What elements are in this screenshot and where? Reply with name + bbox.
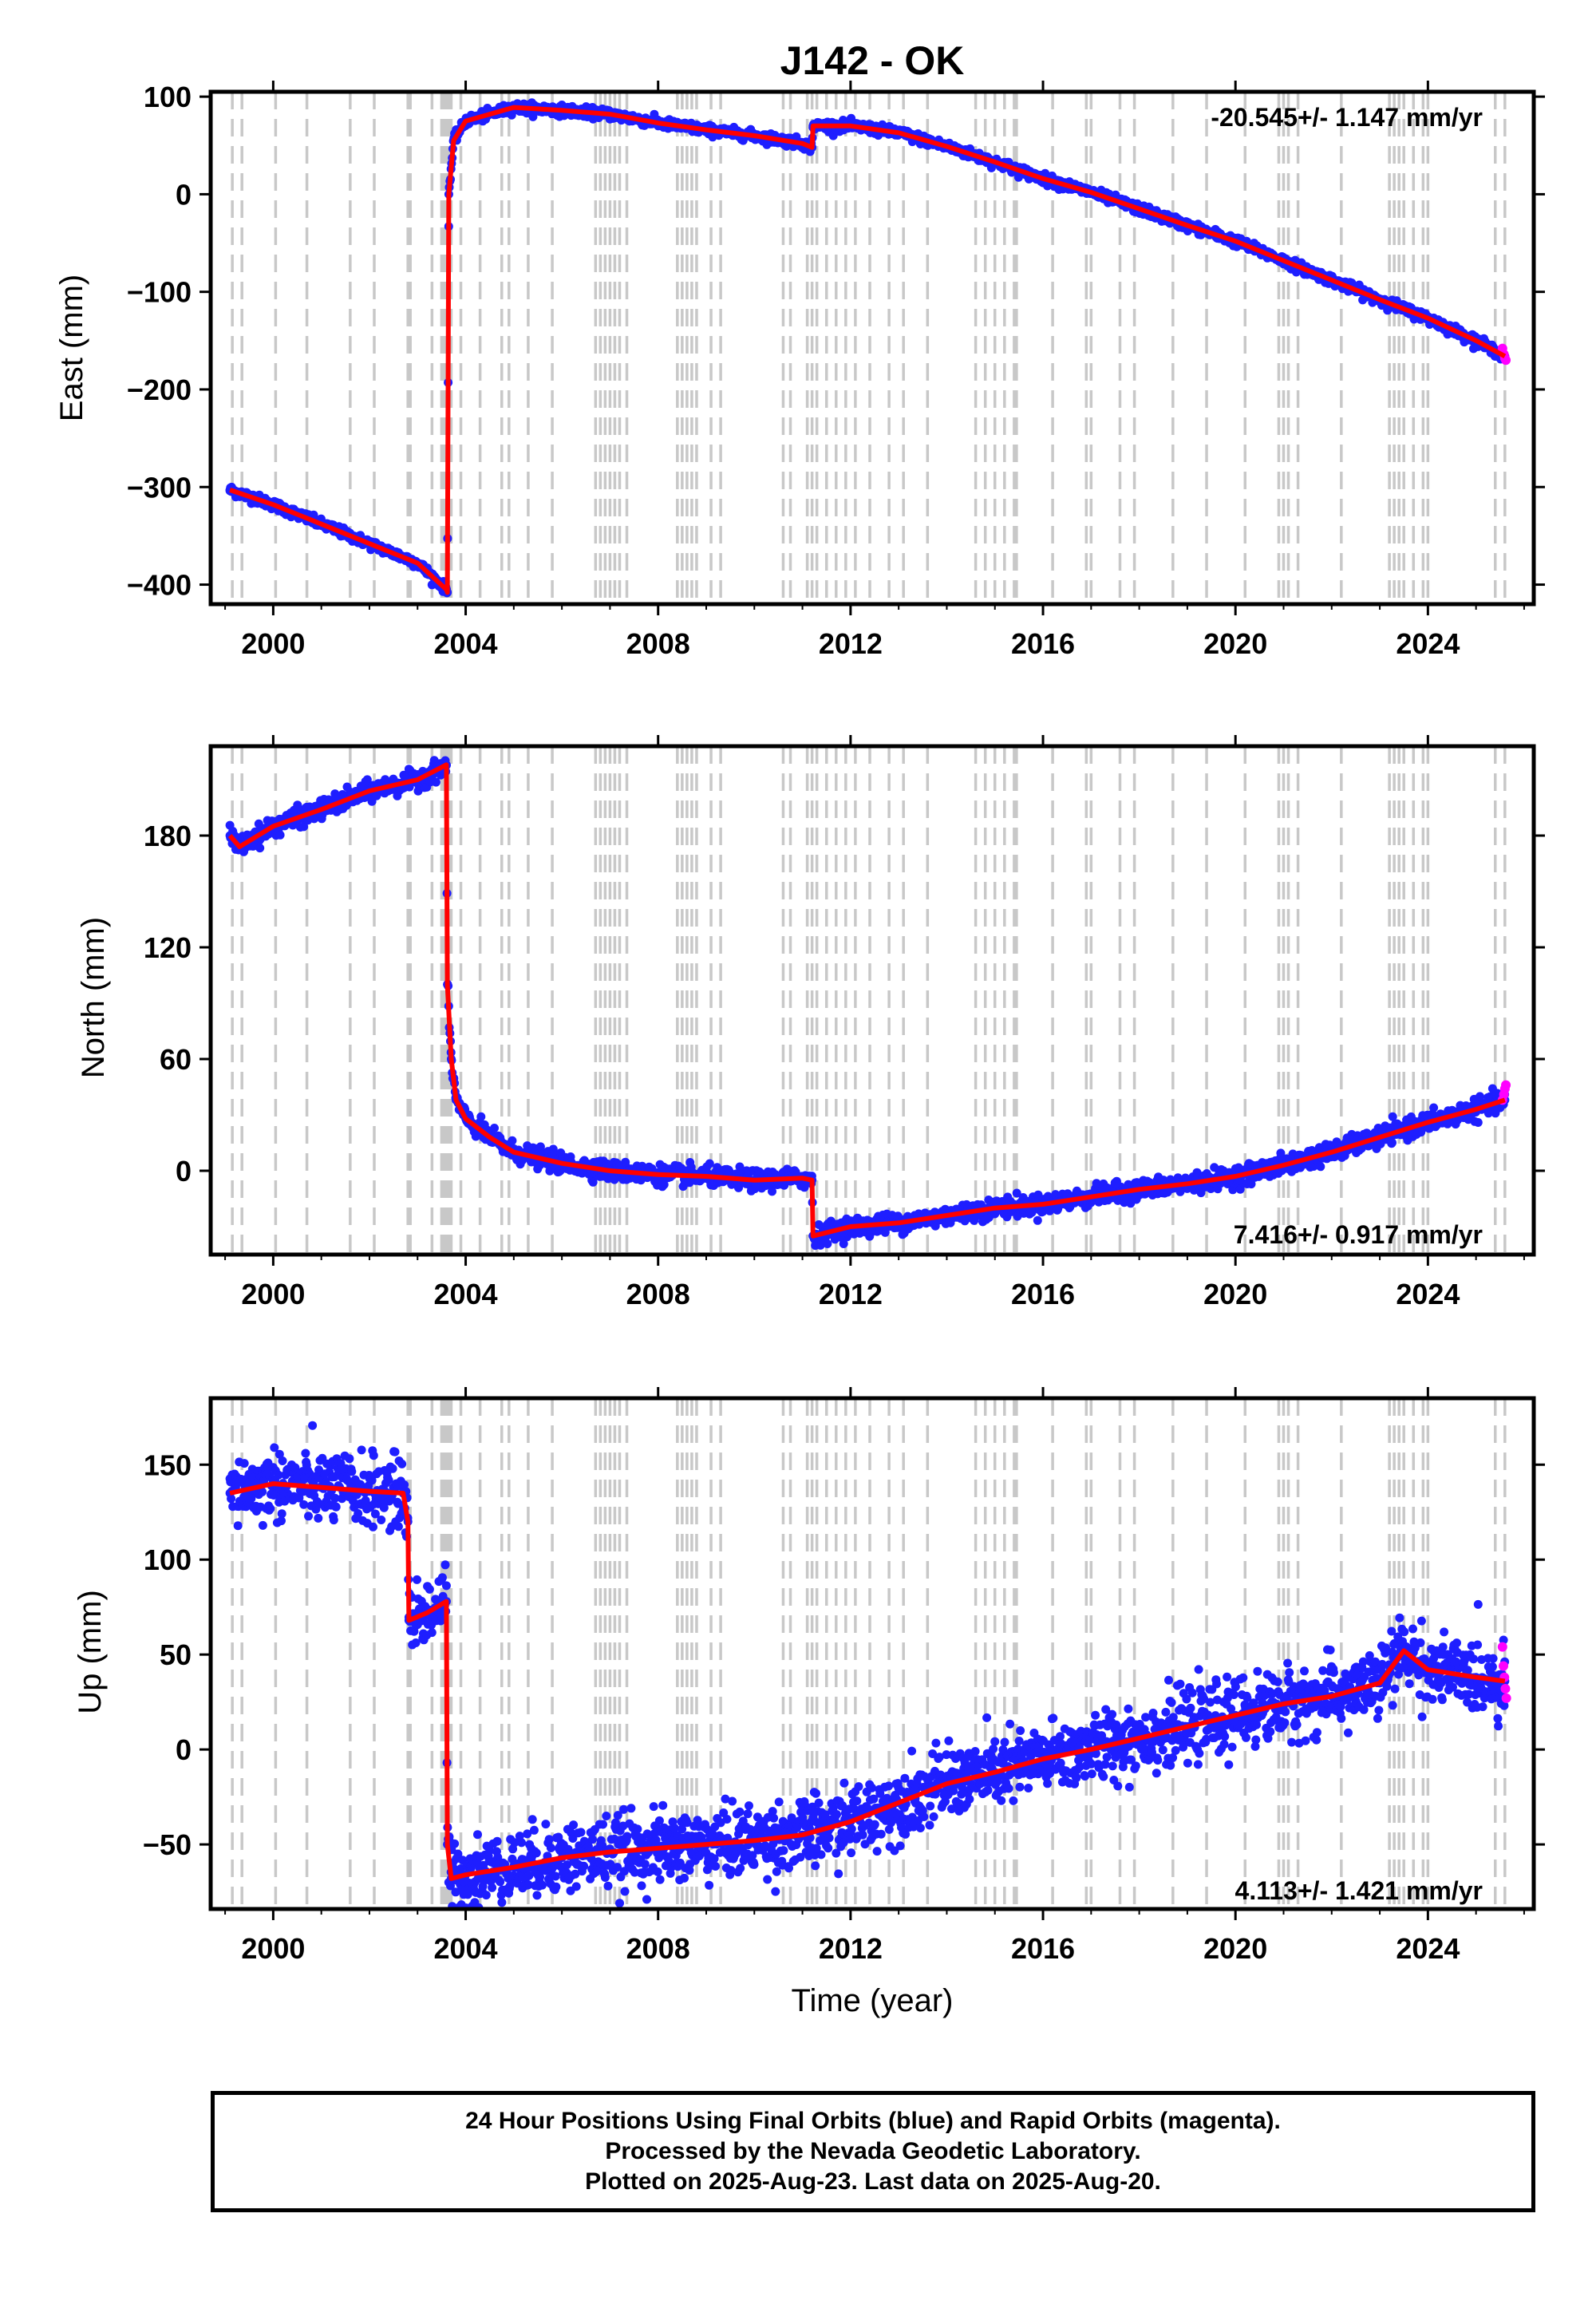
y-tick-label: −200: [127, 373, 192, 406]
data-point: [277, 1509, 286, 1519]
x-tick-label: 2016: [1011, 627, 1075, 660]
data-point: [258, 1520, 267, 1530]
y-tick-label: 0: [176, 178, 192, 211]
data-point: [705, 1159, 714, 1168]
figure-title: J142 - OK: [780, 38, 965, 83]
data-point: [476, 1112, 486, 1121]
x-tick-label: 2004: [433, 1278, 497, 1310]
x-tick-label: 2000: [241, 627, 305, 660]
east-plot-area: [225, 92, 1511, 604]
data-point: [1316, 1162, 1325, 1172]
data-point: [490, 1124, 499, 1132]
data-point: [659, 1180, 669, 1189]
data-point: [768, 1187, 776, 1196]
x-tick-label: 2012: [819, 1278, 883, 1310]
x-tick-label: 2008: [626, 1278, 690, 1310]
data-point: [1246, 1180, 1256, 1189]
data-point: [1388, 1112, 1397, 1121]
x-tick-label: 2008: [626, 627, 690, 660]
x-tick-label: 2024: [1396, 1278, 1460, 1310]
data-point: [275, 830, 285, 840]
data-point: [1429, 1103, 1439, 1113]
east-panel: -20.545+/- 1.147 mm/yr 2000 2004 2008 2012 2…: [127, 81, 1545, 660]
data-point: [299, 822, 309, 832]
data-point: [294, 1493, 304, 1503]
data-point: [750, 1184, 760, 1194]
up-final-points: [225, 1421, 1510, 1909]
data-point: [274, 1470, 283, 1480]
north-final-points: [225, 756, 1510, 1251]
north-model-line: [227, 762, 1506, 1239]
east-final-points: [225, 98, 1510, 598]
data-point: [266, 1504, 275, 1513]
data-point: [1092, 1179, 1101, 1188]
data-point: [431, 777, 440, 787]
data-point: [255, 844, 265, 853]
rapid-data-point: [1501, 1080, 1511, 1090]
data-point: [362, 775, 372, 785]
data-point: [277, 1516, 286, 1526]
data-point: [814, 1220, 824, 1229]
up-plot-area: [225, 1398, 1511, 1909]
y-tick-label: 120: [144, 931, 192, 964]
data-point: [1388, 1138, 1396, 1148]
y-tick-label: 0: [176, 1155, 192, 1188]
y-tick-label: −100: [127, 276, 192, 309]
data-point: [275, 1449, 284, 1459]
data-point: [1033, 1215, 1042, 1225]
north-panel: 7.416+/- 0.917 mm/yr 2000 2004 2008 2012 201…: [144, 735, 1545, 1310]
north-rate-label: 7.416+/- 0.917 mm/yr: [1234, 1220, 1483, 1249]
y-tick-label: 100: [144, 81, 192, 113]
data-point: [823, 1239, 832, 1248]
data-point: [1013, 172, 1023, 182]
north-frame: [208, 744, 1536, 1257]
x-tick-label: 2012: [819, 627, 883, 660]
x-tick-label: 2020: [1203, 1278, 1267, 1310]
x-tick-label: 2000: [241, 1278, 305, 1310]
data-point: [1012, 1188, 1021, 1198]
data-point: [258, 1487, 267, 1496]
data-point: [588, 1177, 598, 1187]
north-plot-area: [225, 746, 1511, 1255]
data-point: [508, 1136, 517, 1145]
y-tick-label: −400: [127, 569, 192, 602]
data-point: [239, 1459, 249, 1468]
x-tick-label: 2020: [1203, 627, 1267, 660]
y-tick-label: 180: [144, 820, 192, 852]
y-tick-label: 60: [160, 1043, 192, 1076]
x-tick-label: 2016: [1011, 1278, 1075, 1310]
data-point: [839, 1239, 848, 1248]
data-point: [301, 1448, 310, 1458]
east-model-line: [229, 105, 1507, 595]
up-panel: 4.113+/- 1.421 mm/yr 2000 2004 2008 2012 201…: [143, 1387, 1545, 1965]
data-point: [1476, 1092, 1484, 1101]
data-point: [278, 1456, 287, 1465]
east-frame: [208, 89, 1536, 607]
x-tick-label: 2004: [433, 627, 497, 660]
data-point: [1473, 1118, 1483, 1127]
data-point: [233, 1521, 243, 1531]
data-point: [299, 1500, 309, 1509]
y-tick-label: −300: [127, 471, 192, 504]
data-point: [270, 1443, 279, 1452]
x-tick-label: 2024: [1396, 627, 1460, 660]
east-rate-label: -20.545+/- 1.147 mm/yr: [1211, 103, 1483, 132]
data-point: [247, 1494, 256, 1504]
